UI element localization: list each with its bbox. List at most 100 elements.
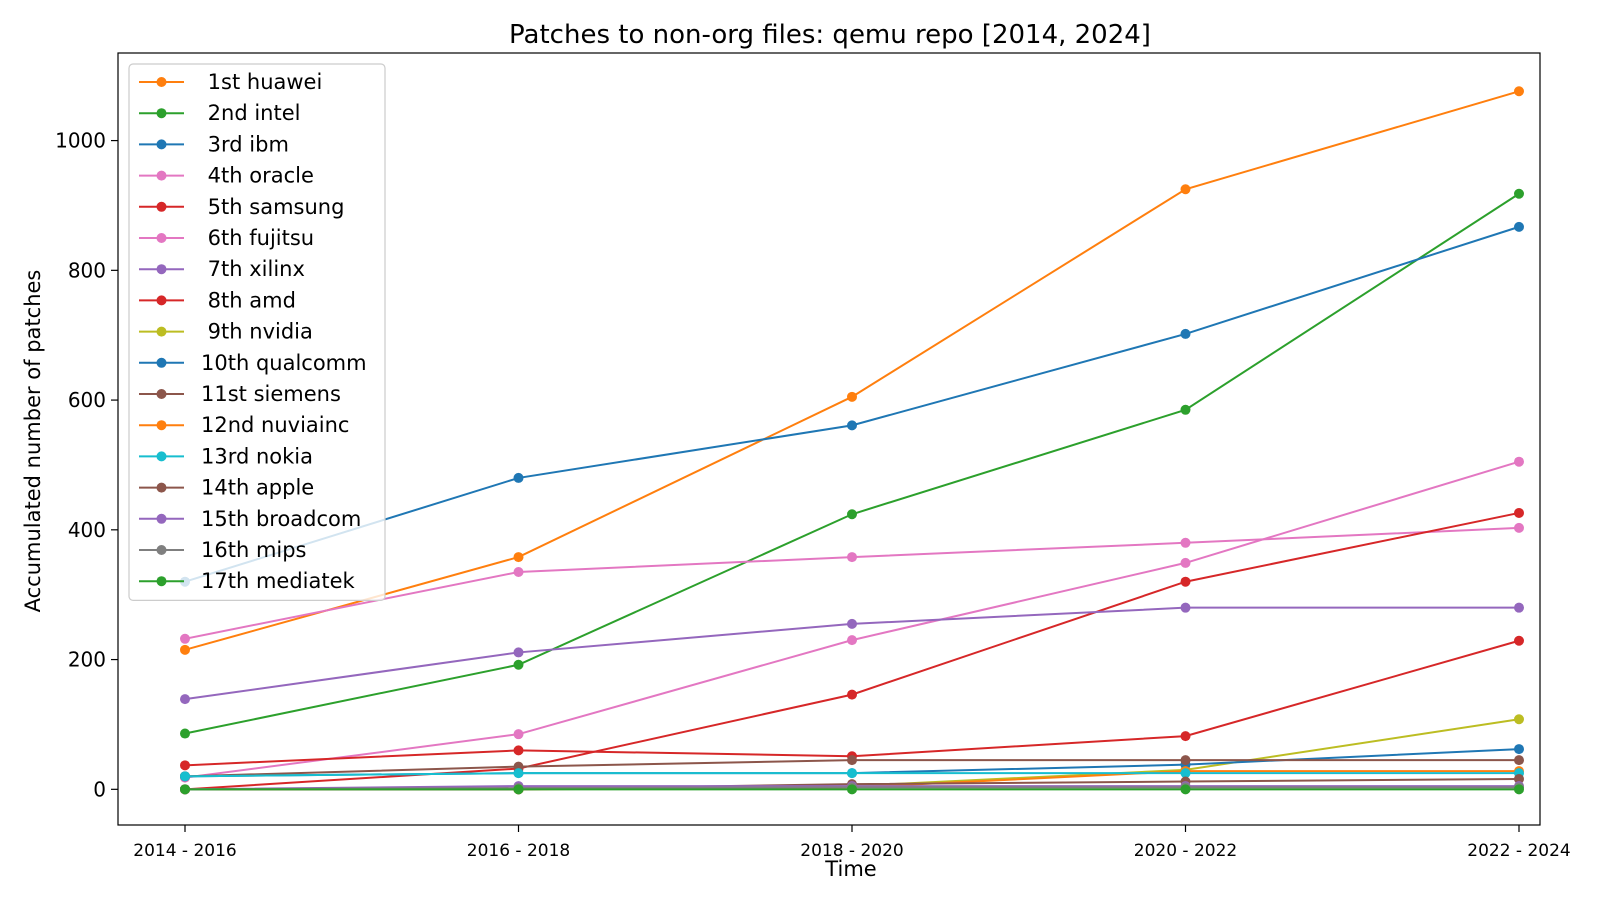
data-point (1180, 768, 1191, 779)
series-group (180, 522, 1524, 644)
legend-entry-label: 15th broadcom (201, 507, 361, 531)
legend-swatch-marker (156, 357, 167, 368)
x-axis-label: Time (824, 857, 876, 881)
data-point (847, 768, 857, 779)
data-point (847, 784, 857, 795)
legend-swatch-marker (156, 451, 167, 462)
data-point (513, 472, 524, 483)
data-point (847, 420, 857, 431)
legend-entry-label: 5th samsung (201, 195, 344, 219)
legend-entry-label: 3rd ibm (201, 132, 289, 156)
data-point (513, 566, 524, 577)
legend-swatch-marker (156, 326, 167, 337)
legend-swatch-marker (156, 264, 167, 275)
series-group (180, 768, 1524, 782)
legend-entry-label: 6th fujitsu (201, 226, 314, 250)
legend-swatch-marker (156, 513, 167, 524)
data-point (1514, 221, 1524, 232)
data-point (1180, 755, 1191, 766)
legend-box (128, 63, 386, 602)
legend-entry-label: 14th apple (201, 476, 314, 500)
data-point (1514, 773, 1524, 784)
data-point (1180, 576, 1191, 587)
data-point (1180, 602, 1191, 613)
legend-entry-label: 16th mips (201, 538, 307, 562)
series-group (180, 188, 1524, 739)
series-group (180, 602, 1524, 705)
plot-frame (117, 52, 1541, 826)
legend-entry-label: 11st siemens (201, 382, 341, 406)
data-point (1514, 755, 1524, 766)
legend-swatch-marker (156, 576, 167, 587)
data-point (513, 647, 524, 658)
data-point (180, 771, 190, 782)
series-group (180, 456, 1524, 783)
y-tick-label: 1000 (55, 129, 106, 153)
data-point (513, 745, 524, 756)
legend-swatch-marker (156, 389, 167, 399)
legend-swatch-marker (156, 170, 167, 181)
legend-swatch-marker (156, 545, 167, 555)
data-point (1180, 537, 1191, 548)
data-point (180, 644, 190, 655)
y-axis-label: Accumulated number of patches (21, 270, 45, 613)
legend-entry-label: 2nd intel (201, 101, 300, 125)
data-point (1180, 184, 1191, 195)
data-point (1514, 522, 1524, 533)
data-point (1514, 456, 1524, 467)
data-point (513, 659, 524, 670)
series-group (180, 784, 1524, 795)
legend-entry-label: 17th mediatek (201, 569, 356, 593)
data-point (180, 694, 190, 705)
data-point (513, 729, 524, 740)
data-point (1514, 784, 1524, 795)
data-point (180, 760, 190, 771)
legend-swatch-marker (156, 295, 167, 306)
data-point (513, 552, 524, 563)
legend-swatch-marker (156, 201, 167, 212)
data-point (1514, 86, 1524, 97)
data-point (1180, 731, 1191, 742)
data-point (847, 552, 857, 563)
data-point (1180, 404, 1191, 415)
chart-title: Patches to non-org files: qemu repo [201… (509, 20, 1151, 50)
series-group (180, 86, 1524, 655)
legend-entry-label: 1st huawei (201, 70, 322, 94)
data-point (1514, 188, 1524, 199)
y-tick-label: 800 (68, 258, 106, 282)
data-point (1180, 784, 1191, 795)
data-point (1180, 328, 1191, 339)
legend-entry-label: 4th oracle (201, 164, 314, 188)
x-tick-label: 2016 - 2018 (467, 841, 570, 861)
data-point (180, 784, 190, 795)
data-point (847, 391, 857, 402)
x-tick-label: 2022 - 2024 (1467, 841, 1570, 861)
legend-entry-label: 8th amd (201, 288, 296, 312)
data-point (180, 633, 190, 644)
data-point (847, 509, 857, 520)
data-point (1514, 602, 1524, 613)
data-point (180, 728, 190, 739)
y-tick-label: 0 (93, 777, 106, 801)
legend-swatch-marker (156, 108, 167, 119)
data-point (513, 784, 524, 795)
legend-entry-label: 9th nvidia (201, 320, 313, 344)
data-point (847, 689, 857, 700)
data-point (1514, 744, 1524, 755)
legend-entry-label: 12nd nuviainc (201, 413, 349, 437)
data-point (1514, 714, 1524, 725)
data-point (1514, 635, 1524, 646)
x-tick-label: 2018 - 2020 (800, 841, 903, 861)
series-group (180, 635, 1524, 771)
x-tick-label: 2020 - 2022 (1134, 841, 1237, 861)
data-point (1514, 507, 1524, 518)
y-tick-label: 600 (68, 388, 106, 412)
data-point (1180, 557, 1191, 568)
legend-swatch-marker (156, 139, 167, 150)
data-point (847, 618, 857, 629)
y-tick-label: 400 (68, 518, 106, 542)
legend-entry-label: 13rd nokia (201, 444, 313, 468)
x-tick-label: 2014 - 2016 (133, 841, 236, 861)
data-point (513, 768, 524, 779)
